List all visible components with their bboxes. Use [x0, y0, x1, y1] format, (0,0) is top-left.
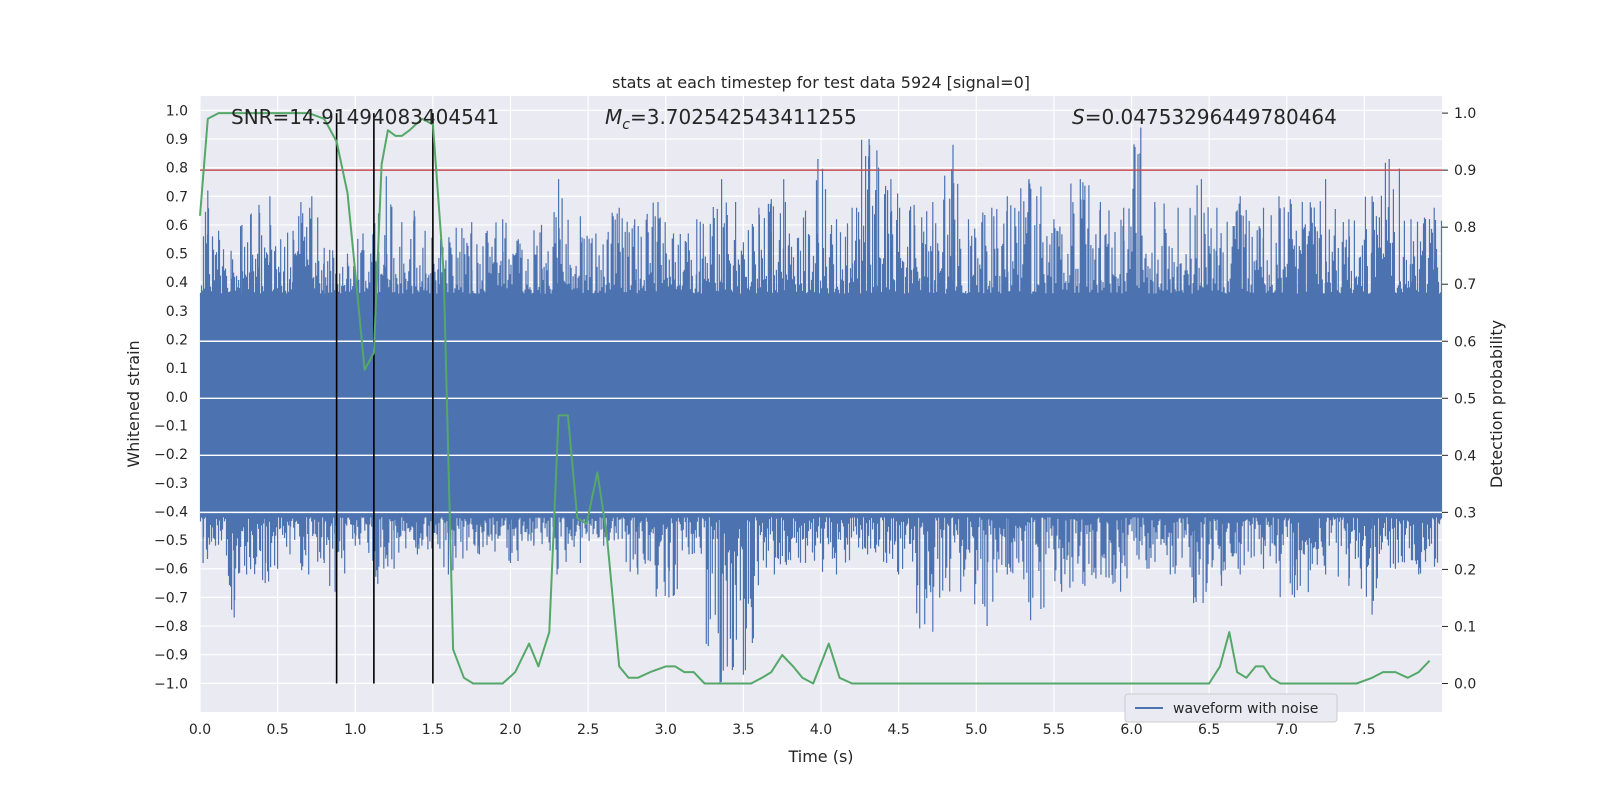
x-tick-label: 5.5 — [1043, 722, 1065, 738]
y-right-tick-label: 0.4 — [1454, 448, 1476, 464]
x-axis-label: Time (s) — [787, 747, 853, 766]
y-left-tick-label: 0.2 — [166, 333, 188, 349]
y-right-tick-label: 0.0 — [1454, 676, 1476, 692]
x-tick-label: 4.0 — [810, 722, 832, 738]
chirp-mass-value: =3.702542543411255 — [630, 105, 857, 129]
y-left-tick-label: −1.0 — [154, 676, 188, 692]
s-value: =0.04753296449780464 — [1085, 105, 1337, 129]
x-tick-label: 1.5 — [422, 722, 444, 738]
waveform-spikes — [199, 127, 1443, 684]
x-tick-label: 2.0 — [499, 722, 521, 738]
x-tick-label: 0.5 — [266, 722, 288, 738]
x-tick-label: 5.0 — [965, 722, 987, 738]
y-right-tick-label: 0.3 — [1454, 505, 1476, 521]
x-tick-label: 0.0 — [189, 722, 211, 738]
x-tick-label: 6.5 — [1198, 722, 1220, 738]
y-left-tick-label: −0.3 — [154, 476, 188, 492]
y-right-tick-label: 0.7 — [1454, 277, 1476, 293]
y-right-tick-label: 0.8 — [1454, 220, 1476, 236]
y-left-tick-label: 0.5 — [166, 247, 188, 263]
overlay-lines — [200, 113, 1442, 684]
s-symbol: S — [1072, 105, 1085, 129]
waveform-series — [199, 127, 1443, 684]
y-left-tick-label: 0.6 — [166, 218, 188, 234]
y-right-tick-label: 0.9 — [1454, 163, 1476, 179]
y-right-tick-label: 0.5 — [1454, 391, 1476, 407]
legend-label-waveform: waveform with noise — [1173, 701, 1318, 717]
y-left-tick-label: 1.0 — [166, 103, 188, 119]
y-left-tick-label: −0.4 — [154, 504, 188, 520]
x-tick-label: 2.5 — [577, 722, 599, 738]
y-axis-label-left: Whitened strain — [124, 340, 143, 467]
y-right-tick-label: 0.2 — [1454, 562, 1476, 578]
x-tick-label: 1.0 — [344, 722, 366, 738]
y-left-tick-label: −0.2 — [154, 447, 188, 463]
x-tick-label: 6.0 — [1120, 722, 1142, 738]
y-left-tick-label: 0.8 — [166, 161, 188, 177]
y-left-tick-label: −0.9 — [154, 648, 188, 664]
y-left-tick-label: 0.9 — [166, 132, 188, 148]
y-left-tick-label: −0.7 — [154, 590, 188, 606]
x-tick-label: 4.5 — [887, 722, 909, 738]
legend-box — [1124, 693, 1338, 723]
y-right-tick-label: 0.6 — [1454, 334, 1476, 350]
chirp-mass-symbol: M — [605, 105, 622, 129]
y-right-tick-label: 0.1 — [1454, 619, 1476, 635]
chart-title: stats at each timestep for test data 592… — [612, 73, 1030, 92]
x-tick-label: 7.0 — [1276, 722, 1298, 738]
y-left-tick-label: −0.5 — [154, 533, 188, 549]
s-annotation: S=0.04753296449780464 — [1072, 105, 1337, 129]
x-tick-label: 7.5 — [1353, 722, 1375, 738]
tick-labels: 0.0 0.5 1.0 1.5 2.0 2.5 3.0 3.5 4.0 4.5 5.0 5.5 6.0 6… — [154, 103, 1476, 738]
y-left-tick-label: 0.0 — [166, 390, 188, 406]
x-tick-label: 3.5 — [732, 722, 754, 738]
y-left-tick-label: −0.1 — [154, 418, 188, 434]
snr-annotation: SNR=14.91494083404541 — [231, 105, 499, 129]
chirp-mass-subscript: c — [622, 117, 630, 133]
detection-probability-line — [199, 112, 1431, 685]
y-left-tick-label: −0.6 — [154, 562, 188, 578]
y-left-tick-label: 0.4 — [166, 275, 188, 291]
y-left-tick-label: 0.1 — [166, 361, 188, 377]
y-axis-label-right: Detection probability — [1487, 320, 1506, 488]
detection-probability-series — [199, 112, 1431, 685]
y-left-tick-label: 0.3 — [166, 304, 188, 320]
y-right-tick-label: 1.0 — [1454, 106, 1476, 122]
chirp-mass-annotation: Mc=3.702542543411255 — [605, 105, 857, 133]
y-left-tick-label: −0.8 — [154, 619, 188, 635]
x-tick-label: 3.0 — [655, 722, 677, 738]
legend: waveform with noise — [1124, 693, 1338, 723]
y-left-tick-label: 0.7 — [166, 189, 188, 205]
